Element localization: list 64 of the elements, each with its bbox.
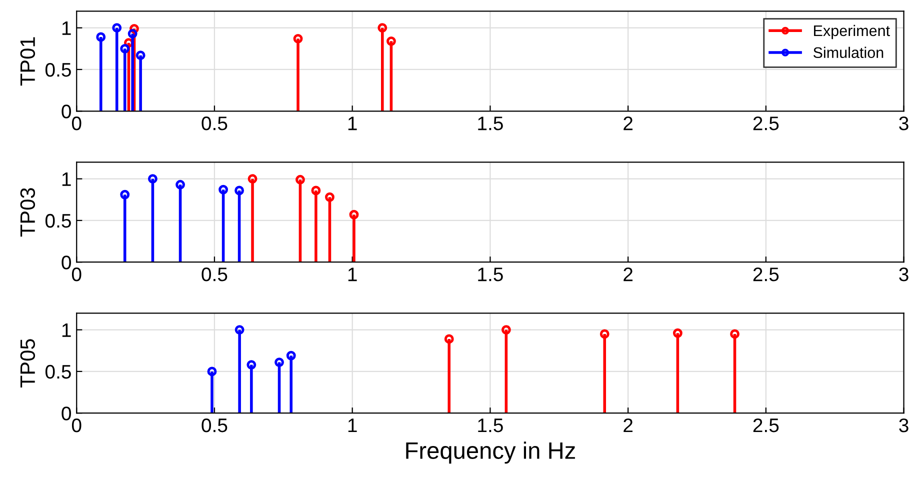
point bbox=[349, 210, 359, 220]
y-tick-label: 1 bbox=[62, 22, 71, 35]
y-axis-title: TP05 bbox=[20, 339, 36, 388]
point bbox=[600, 329, 610, 339]
point bbox=[325, 192, 334, 202]
y-axis-title: TP01 bbox=[20, 37, 36, 86]
point bbox=[96, 32, 106, 42]
x-tick-label: 3 bbox=[899, 418, 908, 432]
x-tick-label: 0 bbox=[72, 116, 82, 130]
x-tick-label: 0 bbox=[72, 267, 82, 282]
point bbox=[148, 174, 158, 184]
x-tick-label: 2 bbox=[624, 116, 632, 130]
x-tick-label: 2.5 bbox=[753, 418, 779, 432]
point bbox=[234, 325, 244, 335]
x-tick-label: 0.5 bbox=[202, 116, 228, 130]
y-tick-label: 0 bbox=[62, 104, 71, 118]
point bbox=[730, 329, 740, 339]
point bbox=[293, 34, 303, 44]
point bbox=[120, 44, 130, 54]
x-axis-title: Frequency in Hz bbox=[406, 442, 575, 464]
point bbox=[136, 50, 146, 60]
point bbox=[248, 174, 258, 184]
x-tick-label: 2.5 bbox=[753, 267, 779, 282]
legend-label: Simulation bbox=[813, 46, 884, 58]
x-tick-label: 0.5 bbox=[202, 267, 228, 282]
y-tick-label: 0.5 bbox=[45, 364, 71, 379]
point bbox=[120, 190, 130, 200]
x-tick-label: 1.5 bbox=[478, 268, 503, 282]
y-tick-label: 0 bbox=[62, 406, 71, 420]
x-tick-label: 0.5 bbox=[202, 418, 228, 432]
point bbox=[246, 360, 256, 370]
y-tick-label: 0.5 bbox=[45, 214, 71, 228]
x-tick-label: 1.5 bbox=[478, 116, 503, 130]
point bbox=[296, 174, 305, 184]
y-tick-label: 0 bbox=[62, 256, 71, 270]
y-tick-label: 1 bbox=[62, 323, 71, 337]
point bbox=[112, 23, 122, 33]
y-tick-label: 1 bbox=[62, 172, 71, 186]
x-tick-label: 2 bbox=[624, 418, 632, 432]
x-tick-label: 3 bbox=[899, 267, 908, 282]
x-tick-label: 2 bbox=[624, 267, 632, 282]
x-tick-label: 1 bbox=[348, 268, 357, 282]
y-axis-title: TP03 bbox=[20, 188, 36, 237]
x-tick-label: 1 bbox=[348, 116, 357, 130]
point bbox=[286, 350, 296, 360]
point bbox=[311, 186, 321, 196]
x-tick-label: 1.5 bbox=[478, 418, 503, 432]
point bbox=[444, 334, 454, 344]
point bbox=[501, 325, 511, 335]
y-tick-label: 0.5 bbox=[45, 62, 71, 77]
x-tick-label: 3 bbox=[899, 116, 908, 130]
point bbox=[274, 358, 284, 368]
point bbox=[234, 186, 244, 196]
x-tick-label: 2.5 bbox=[753, 116, 779, 130]
point bbox=[218, 184, 228, 194]
point bbox=[386, 36, 396, 46]
point bbox=[672, 328, 682, 338]
x-tick-label: 1 bbox=[348, 418, 357, 432]
point bbox=[176, 180, 186, 190]
point bbox=[207, 366, 217, 376]
legend-label: Experiment bbox=[814, 24, 890, 40]
x-tick-label: 0 bbox=[72, 418, 82, 432]
point bbox=[128, 28, 138, 38]
point bbox=[378, 23, 388, 33]
